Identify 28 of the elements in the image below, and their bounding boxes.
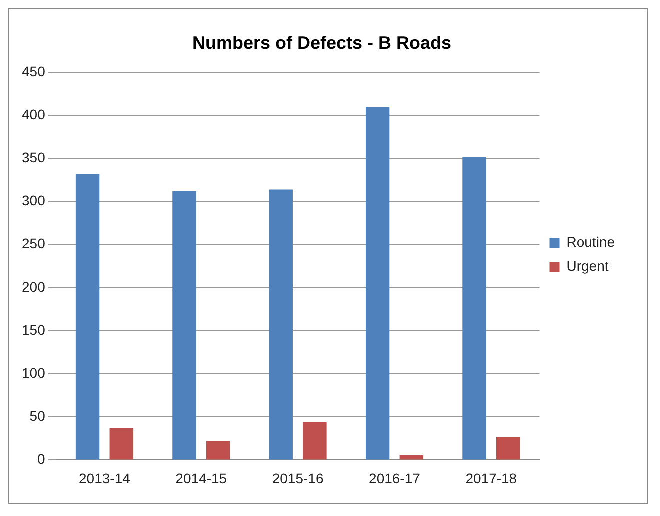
bar (206, 441, 230, 460)
bar (400, 455, 424, 460)
bar (76, 174, 100, 460)
bar (462, 157, 486, 460)
y-tick-label: 450 (22, 63, 46, 80)
y-tick-label: 250 (22, 236, 46, 252)
bar (269, 190, 293, 460)
bar (303, 422, 327, 460)
legend-label: Urgent (566, 258, 609, 274)
x-tick-label: 2013-14 (79, 470, 131, 486)
bar (366, 107, 390, 460)
x-tick-label: 2014-15 (176, 470, 228, 486)
chart-title: Numbers of Defects - B Roads (192, 32, 452, 53)
x-tick-label: 2016-17 (369, 470, 421, 486)
y-tick-label: 200 (22, 278, 46, 295)
x-tick-label: 2017-18 (466, 470, 518, 486)
x-tick-label: 2015-16 (272, 470, 324, 486)
y-tick-label: 50 (30, 408, 46, 424)
bar (496, 436, 520, 460)
y-tick-label: 0 (38, 451, 46, 468)
y-tick-label: 350 (22, 150, 46, 166)
y-tick-label: 150 (22, 322, 46, 338)
y-tick-label: 400 (22, 106, 46, 123)
bar (172, 191, 196, 460)
y-tick-label: 300 (22, 192, 46, 209)
bar (110, 428, 134, 460)
legend-label: Routine (566, 234, 616, 250)
y-tick-label: 100 (22, 364, 46, 381)
